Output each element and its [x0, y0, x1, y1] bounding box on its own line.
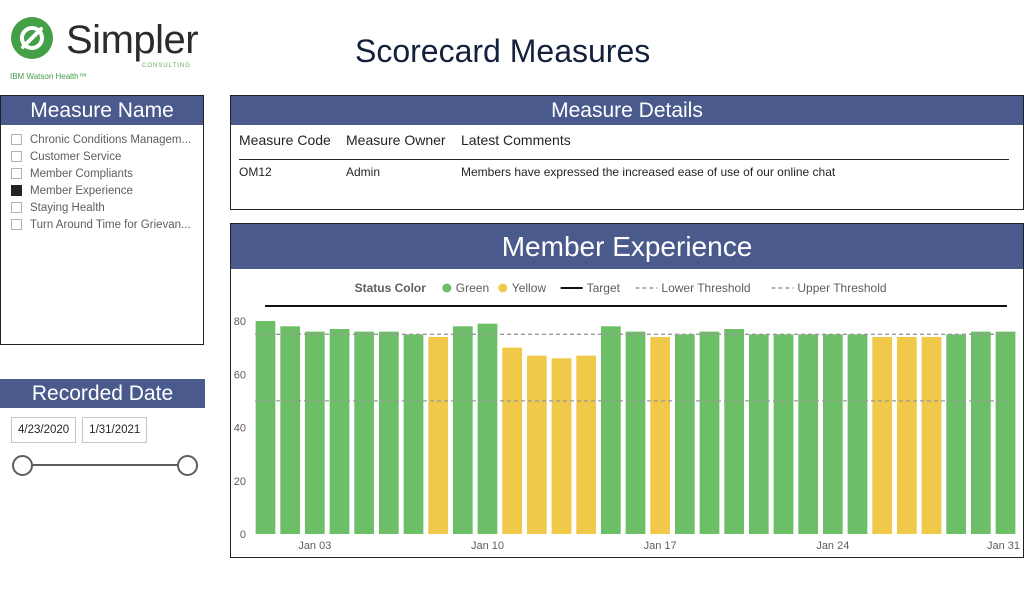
latest-comment-cell: Members have expressed the increased eas…: [461, 165, 836, 179]
measure-item[interactable]: Customer Service: [11, 148, 203, 165]
start-date-input[interactable]: 4/23/2020: [11, 417, 77, 443]
bar: [699, 331, 720, 534]
logo: Simpler CONSULTING IBM Watson Health™: [10, 14, 210, 86]
column-header[interactable]: Measure Code: [239, 127, 346, 160]
chart-title: Member Experience: [231, 224, 1023, 269]
legend-label: Target: [587, 281, 621, 295]
bar: [576, 355, 597, 534]
bar: [724, 328, 745, 534]
bar: [329, 328, 350, 534]
slider-track: [22, 464, 188, 466]
x-tick-label: Jan 03: [298, 540, 331, 552]
measure-list: Chronic Conditions Managem... Customer S…: [1, 131, 203, 233]
legend-marker: [442, 283, 452, 293]
bar: [625, 331, 646, 534]
measure-item-label: Member Experience: [30, 184, 133, 197]
measure-owner-cell: Admin: [346, 165, 381, 179]
bar: [773, 334, 794, 534]
y-tick-label: 80: [234, 316, 246, 328]
table-header-row: Measure Code Measure Owner Latest Commen…: [239, 127, 1009, 160]
checkbox[interactable]: [11, 202, 22, 213]
legend-marker: [498, 283, 508, 293]
bar: [970, 331, 991, 534]
measure-item-label: Turn Around Time for Grievan...: [30, 218, 191, 231]
column-header[interactable]: Measure Owner: [346, 127, 461, 160]
measure-item-label: Member Compliants: [30, 167, 133, 180]
column-header[interactable]: Latest Comments: [461, 127, 1009, 160]
bar: [600, 326, 621, 534]
x-tick-label: Jan 17: [644, 540, 677, 552]
bar: [921, 336, 942, 534]
measure-item[interactable]: Staying Health: [11, 199, 203, 216]
x-tick-label: Jan 10: [471, 540, 504, 552]
checkbox-checked[interactable]: [11, 185, 22, 196]
measure-item[interactable]: Turn Around Time for Grievan...: [11, 216, 203, 233]
brand-tagline: IBM Watson Health™: [10, 72, 87, 81]
x-tick-label: Jan 24: [816, 540, 849, 552]
measure-details-table: Measure Code Measure Owner Latest Commen…: [239, 127, 1009, 179]
bar: [650, 336, 671, 534]
measure-details-panel: Measure Details Measure Code Measure Own…: [230, 95, 1024, 210]
bar: [526, 355, 547, 534]
date-range-inputs: 4/23/2020 1/31/2021: [11, 417, 205, 443]
bar: [280, 326, 301, 534]
checkbox[interactable]: [11, 219, 22, 230]
x-tick-label: Jan 31: [987, 540, 1020, 552]
bar: [798, 334, 819, 534]
date-range-slider[interactable]: [12, 455, 198, 476]
bar: [551, 358, 572, 534]
legend-label: Green: [456, 281, 489, 295]
measure-name-header: Measure Name: [1, 96, 203, 125]
bar: [748, 334, 769, 534]
checkbox[interactable]: [11, 151, 22, 162]
measure-item-label: Staying Health: [30, 201, 105, 214]
legend-label: Yellow: [512, 281, 547, 295]
legend-label: Upper Threshold: [797, 281, 886, 295]
measure-details-header: Measure Details: [231, 96, 1023, 125]
brand-sub: CONSULTING: [142, 63, 191, 69]
end-date-input[interactable]: 1/31/2021: [82, 417, 148, 443]
table-row: OM12 Admin Members have expressed the in…: [239, 160, 1009, 179]
recorded-date-slicer: Recorded Date 4/23/2020 1/31/2021: [0, 379, 205, 476]
bar: [403, 334, 424, 534]
slider-start-handle[interactable]: [12, 455, 33, 476]
bar: [847, 334, 868, 534]
measure-item-label: Customer Service: [30, 150, 122, 163]
bar-chart: Status Color Green Yellow Target Lower Thres…: [234, 281, 1020, 552]
measure-name-slicer: Measure Name Chronic Conditions Managem.…: [0, 95, 204, 345]
bar: [822, 334, 843, 534]
page-title: Scorecard Measures: [355, 33, 651, 69]
y-tick-label: 20: [234, 476, 246, 488]
legend-label: Lower Threshold: [661, 281, 750, 295]
y-tick-label: 60: [234, 369, 246, 381]
bar: [255, 321, 276, 534]
measure-item-label: Chronic Conditions Managem...: [30, 133, 192, 146]
bar: [452, 326, 473, 534]
measure-item[interactable]: Chronic Conditions Managem...: [11, 131, 203, 148]
y-tick-label: 0: [240, 529, 246, 541]
bar: [995, 331, 1016, 534]
bar: [428, 336, 449, 534]
bar: [896, 336, 917, 534]
bar: [946, 334, 967, 534]
measure-item[interactable]: Member Compliants: [11, 165, 203, 182]
bar: [477, 323, 498, 534]
y-tick-label: 40: [234, 423, 246, 435]
bar: [354, 331, 375, 534]
bar: [304, 331, 325, 534]
bar: [502, 347, 523, 534]
bar: [674, 334, 695, 534]
checkbox[interactable]: [11, 168, 22, 179]
slider-end-handle[interactable]: [177, 455, 198, 476]
legend-title: Status Color: [355, 281, 427, 295]
bar: [378, 331, 399, 534]
measure-item[interactable]: Member Experience: [11, 182, 203, 199]
checkbox[interactable]: [11, 134, 22, 145]
recorded-date-header: Recorded Date: [0, 379, 205, 408]
member-experience-chart-panel: Member Experience Status Color Green Yello…: [230, 223, 1024, 558]
simpler-logo-icon: [11, 17, 53, 59]
measure-code-cell: OM12: [239, 165, 272, 179]
brand-name: Simpler: [66, 18, 199, 62]
bar: [872, 336, 893, 534]
